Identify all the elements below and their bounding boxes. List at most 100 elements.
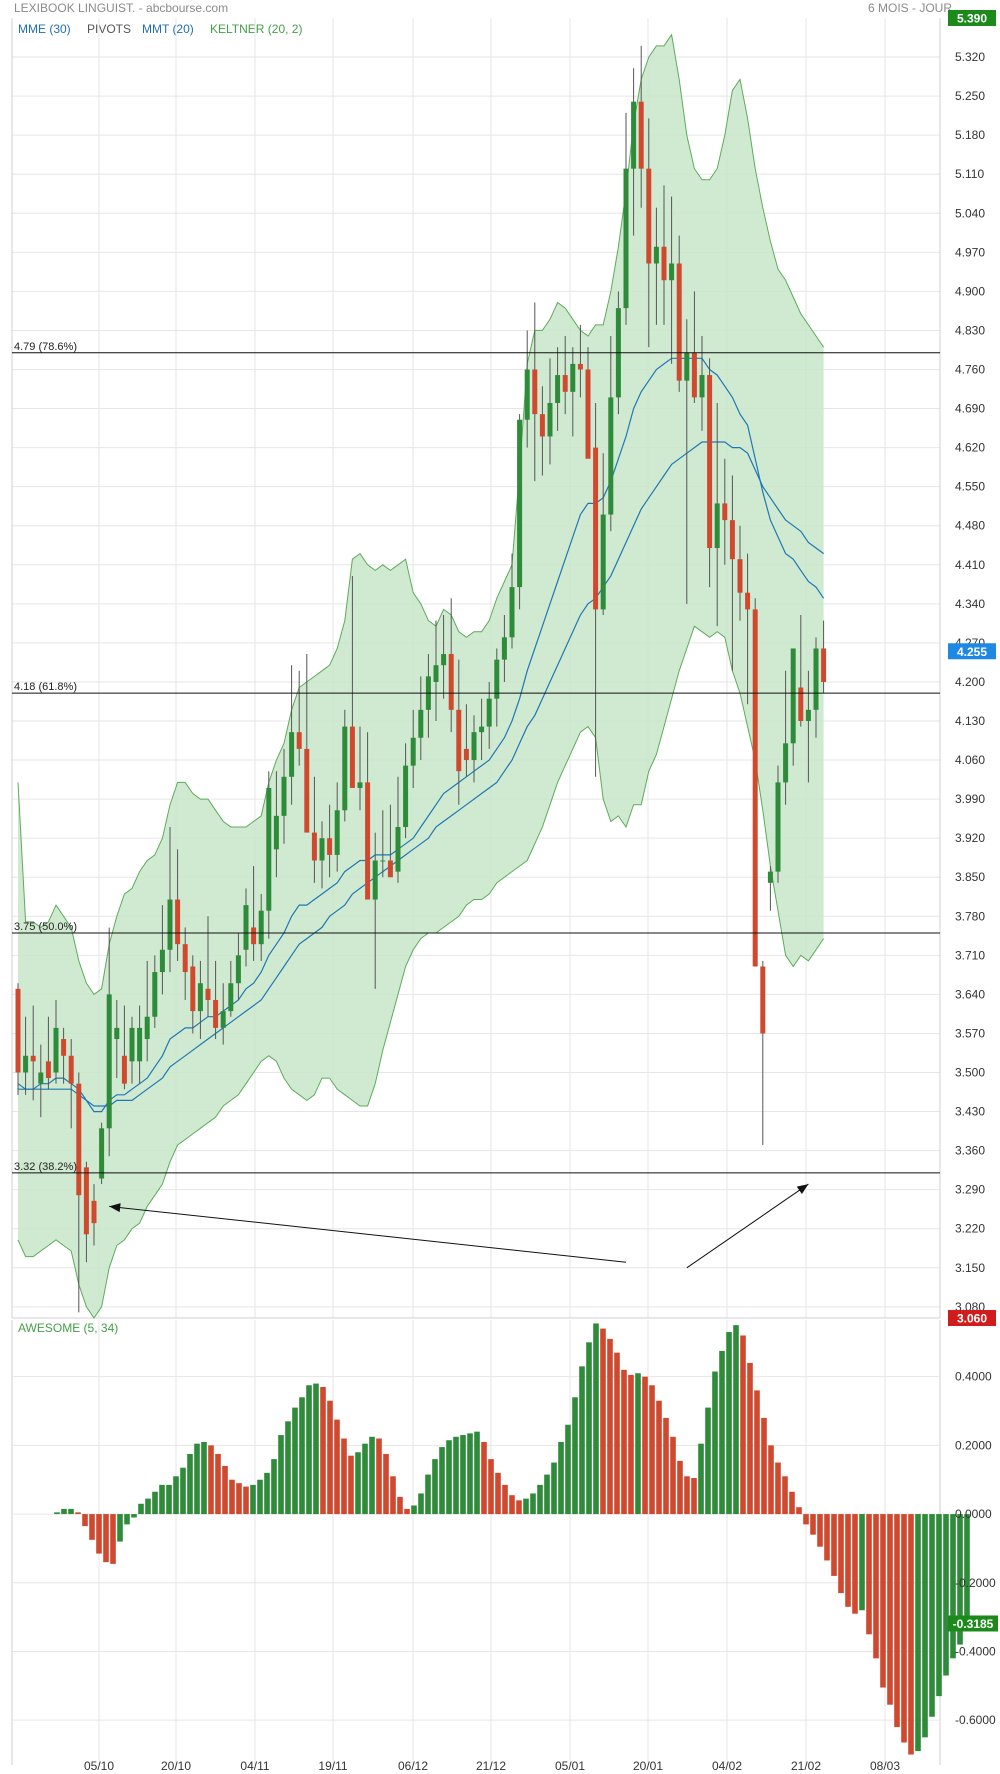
candle xyxy=(555,347,561,431)
candle xyxy=(752,598,758,967)
osc-y-tick-label: -0.6000 xyxy=(955,1713,996,1727)
candle-body xyxy=(327,838,333,855)
ma-slow-line xyxy=(18,441,824,1107)
oscillator-bar xyxy=(950,1514,956,1659)
candle-body xyxy=(76,1083,82,1196)
oscillator-bar xyxy=(355,1452,361,1515)
oscillator-bar xyxy=(649,1385,655,1515)
oscillator-bar xyxy=(656,1400,662,1515)
price-y-tick-label: 4.130 xyxy=(955,714,985,728)
candle-body xyxy=(805,709,811,722)
osc-y-tick-label: -0.4000 xyxy=(955,1644,996,1658)
price-badges: 5.390 4.255 3.060 xyxy=(948,10,996,1326)
min-price-badge-text: 3.060 xyxy=(957,1312,987,1326)
candle xyxy=(479,698,485,761)
candle-body xyxy=(418,709,424,738)
candle xyxy=(798,614,804,727)
candle-body xyxy=(745,592,751,610)
candle xyxy=(539,386,545,476)
arrow-line xyxy=(109,1205,627,1263)
candle xyxy=(729,475,735,671)
max-price-badge-text: 5.390 xyxy=(957,12,987,26)
fibonacci-levels: 4.79 (78.6%) 4.18 (61.8%) 3.75 (50.0%) 3.32… xyxy=(12,341,940,1174)
oscillator-bar xyxy=(425,1474,431,1515)
price-y-tick-label: 3.290 xyxy=(955,1183,985,1197)
candle xyxy=(15,983,21,1095)
candle-body xyxy=(273,815,279,850)
oscillator-bar xyxy=(75,1512,81,1515)
oscillator-bar xyxy=(831,1514,837,1576)
candle-body xyxy=(570,363,576,392)
x-tick-label: 20/01 xyxy=(633,1759,663,1773)
oscillator-grid xyxy=(11,1320,941,1765)
oscillator-bar xyxy=(859,1514,865,1611)
candle xyxy=(114,999,120,1079)
candle-body xyxy=(585,369,591,459)
fibonacci-label: 3.75 (50.0%) xyxy=(14,921,77,933)
candle-body xyxy=(106,994,112,1129)
oscillator-bar xyxy=(432,1459,438,1515)
legend-mme[interactable]: MME (30) xyxy=(18,22,71,36)
oscillator-bar xyxy=(488,1459,494,1515)
candle-body xyxy=(555,375,561,403)
oscillator-bar xyxy=(782,1476,788,1515)
oscillator-bar xyxy=(320,1386,326,1515)
oscillator-bar xyxy=(61,1508,67,1515)
candle xyxy=(395,776,401,883)
candle-body xyxy=(38,1072,44,1084)
oscillator-bar xyxy=(705,1407,711,1515)
candle xyxy=(805,670,811,783)
price-y-tick-label: 3.430 xyxy=(955,1105,985,1119)
oscillator-bar xyxy=(775,1462,781,1515)
candle xyxy=(319,821,325,889)
candle xyxy=(631,68,637,236)
ma-fast-line xyxy=(17,357,825,1113)
candle xyxy=(433,620,439,722)
candle xyxy=(182,927,188,1000)
candle xyxy=(235,933,241,1000)
candle xyxy=(410,709,416,788)
x-tick-label: 04/02 xyxy=(712,1759,742,1773)
oscillator-bar xyxy=(467,1433,473,1515)
candle xyxy=(669,196,675,364)
x-tick-label: 06/12 xyxy=(398,1759,428,1773)
price-y-tick-label: 4.410 xyxy=(955,558,985,572)
oscillator-bar xyxy=(369,1436,375,1515)
price-y-tick-label: 3.640 xyxy=(955,987,985,1001)
oscillator-bar xyxy=(544,1474,550,1515)
oscillator-bar xyxy=(187,1453,193,1515)
oscillator-bar xyxy=(215,1453,221,1515)
osc-y-tick-label: -0.2000 xyxy=(955,1576,996,1590)
price-y-axis: 3.0803.1503.2203.2903.3603.4303.5003.570… xyxy=(955,50,985,1314)
oscillator-bar xyxy=(131,1514,137,1518)
legend-keltner[interactable]: KELTNER (20, 2) xyxy=(210,22,302,36)
candle xyxy=(121,1005,127,1090)
oscillator-bar xyxy=(761,1417,767,1515)
candle-body xyxy=(190,966,196,1012)
candle-body xyxy=(539,414,545,437)
legend-mmt[interactable]: MMT (20) xyxy=(142,22,194,36)
legend-pivots[interactable]: PIVOTS xyxy=(87,22,131,36)
oscillator-bar xyxy=(586,1342,592,1515)
candle xyxy=(190,955,196,1034)
candle-body xyxy=(608,397,614,515)
keltner-lower-line xyxy=(17,625,825,1319)
oscillator-bar xyxy=(383,1453,389,1515)
candle xyxy=(91,1184,97,1246)
oscillator-bar xyxy=(824,1514,830,1561)
oscillator-bar xyxy=(348,1455,354,1515)
candle xyxy=(676,235,682,392)
keltner-band-area xyxy=(18,34,824,1319)
candle-body xyxy=(205,988,211,1000)
oscillator-bar xyxy=(278,1435,284,1515)
candle xyxy=(532,302,538,482)
candle-body xyxy=(722,503,728,521)
price-y-tick-label: 3.780 xyxy=(955,909,985,923)
oscillator-bar xyxy=(579,1366,585,1515)
oscillator-bar xyxy=(677,1460,683,1515)
candle xyxy=(68,1039,74,1129)
candle-body xyxy=(304,748,310,833)
candle xyxy=(608,336,614,532)
candle xyxy=(30,1005,36,1101)
candle xyxy=(175,849,181,961)
